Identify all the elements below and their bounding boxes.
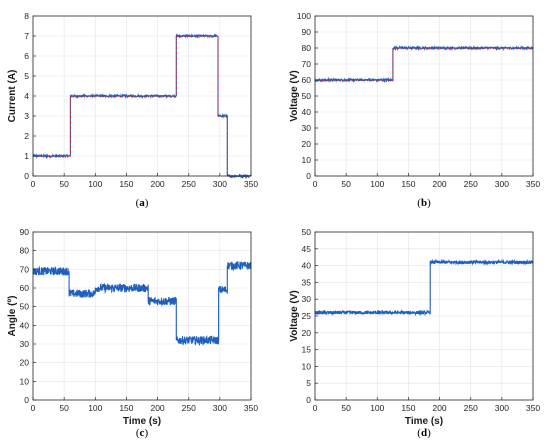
x-tick-label: 50	[341, 179, 351, 189]
chart-panel-1: 0 50 100 150 200 250 300 350 0 10 20 30 40 50 60 70 80 90…	[289, 11, 540, 209]
y-tick-label: 50	[302, 227, 312, 237]
y-tick-label: 20	[302, 139, 312, 149]
x-tick-label: 250	[182, 179, 196, 189]
x-axis-label: Time (s)	[123, 416, 161, 427]
y-tick-label: 5	[306, 378, 311, 388]
y-tick-label: 4	[24, 91, 29, 101]
x-tick-label: 50	[341, 403, 351, 413]
series-line-measured	[32, 33, 252, 179]
y-tick-label: 7	[24, 31, 29, 41]
x-tick-label: 0	[313, 179, 318, 189]
y-tick-label: 60	[302, 75, 312, 85]
y-tick-label: 5	[24, 71, 29, 81]
x-tick-label: 0	[313, 403, 318, 413]
y-tick-label: 1	[24, 151, 29, 161]
x-tick-label: 300	[213, 403, 227, 413]
panel-caption: (d)	[417, 427, 431, 439]
y-tick-label: 45	[302, 244, 312, 254]
x-tick-label: 150	[119, 179, 133, 189]
x-tick-label: 250	[464, 403, 478, 413]
panel-caption: (b)	[417, 197, 431, 209]
series-line-measured	[32, 261, 252, 347]
y-tick-label: 8	[24, 11, 29, 21]
y-tick-label: 90	[302, 27, 312, 37]
y-tick-label: 100	[297, 11, 311, 21]
y-tick-label: 40	[302, 261, 312, 271]
panel-caption: (a)	[136, 197, 149, 209]
x-tick-label: 300	[495, 179, 509, 189]
x-tick-label: 200	[432, 179, 446, 189]
x-tick-label: 100	[370, 179, 384, 189]
y-tick-label: 35	[302, 277, 312, 287]
plot-area	[33, 232, 251, 400]
y-tick-label: 25	[302, 311, 312, 321]
series-line-measured	[314, 258, 534, 317]
chart-panel-0: 0 50 100 150 200 250 300 350 0 1 2 3 4 5 6 7 8 Current (A…	[7, 11, 258, 209]
x-tick-label: 100	[370, 403, 384, 413]
y-tick-label: 15	[302, 345, 312, 355]
y-tick-label: 30	[302, 294, 312, 304]
x-tick-label: 350	[526, 403, 540, 413]
y-tick-label: 0	[24, 171, 29, 181]
y-tick-label: 3	[24, 111, 29, 121]
x-tick-label: 150	[119, 403, 133, 413]
x-tick-label: 350	[244, 403, 258, 413]
y-tick-label: 30	[302, 123, 312, 133]
x-tick-label: 50	[59, 179, 69, 189]
x-tick-label: 200	[432, 403, 446, 413]
y-tick-label: 40	[302, 107, 312, 117]
chart-panel-3: 0 50 100 150 200 250 300 350 0 5 10 15 20 25 30 35 40 45 5…	[289, 227, 540, 439]
y-tick-label: 2	[24, 131, 29, 141]
chart-panel-2: 0 50 100 150 200 250 300 350 0 10 20 30 40 50 60 70 80 90…	[7, 227, 258, 439]
x-tick-label: 300	[495, 403, 509, 413]
y-tick-label: 50	[302, 91, 312, 101]
y-tick-label: 6	[24, 51, 29, 61]
y-tick-label: 40	[20, 320, 30, 330]
y-tick-label: 10	[20, 376, 30, 386]
series-line-measured	[314, 44, 534, 84]
x-tick-label: 300	[213, 179, 227, 189]
y-axis-label: Angle (º)	[7, 296, 18, 337]
x-tick-label: 150	[401, 403, 415, 413]
x-tick-label: 250	[464, 179, 478, 189]
y-tick-label: 70	[20, 264, 30, 274]
axes-box	[32, 231, 252, 401]
series-line-reference	[33, 35, 251, 177]
x-tick-label: 0	[31, 179, 36, 189]
x-tick-label: 100	[88, 403, 102, 413]
x-tick-label: 350	[244, 179, 258, 189]
x-tick-label: 200	[150, 179, 164, 189]
y-tick-label: 90	[20, 227, 30, 237]
y-tick-label: 60	[20, 283, 30, 293]
y-axis-label: Voltage (V)	[289, 70, 300, 121]
x-tick-label: 350	[526, 179, 540, 189]
y-tick-label: 10	[302, 155, 312, 165]
y-tick-label: 10	[302, 361, 312, 371]
x-axis-label: Time (s)	[405, 416, 443, 427]
y-tick-label: 0	[306, 171, 311, 181]
x-tick-label: 150	[401, 179, 415, 189]
panel-caption: (c)	[136, 427, 149, 439]
y-axis-label: Current (A)	[7, 70, 18, 123]
x-tick-label: 50	[59, 403, 69, 413]
y-tick-label: 0	[306, 395, 311, 405]
y-tick-label: 30	[20, 339, 30, 349]
x-tick-label: 250	[182, 403, 196, 413]
y-tick-label: 50	[20, 302, 30, 312]
y-tick-label: 20	[20, 358, 30, 368]
y-axis-label: Voltage (V)	[289, 290, 300, 341]
y-tick-label: 0	[24, 395, 29, 405]
x-tick-label: 200	[150, 403, 164, 413]
x-tick-label: 0	[31, 403, 36, 413]
y-tick-label: 80	[302, 43, 312, 53]
y-tick-label: 80	[20, 246, 30, 256]
x-tick-label: 100	[88, 179, 102, 189]
y-tick-label: 70	[302, 59, 312, 69]
y-tick-label: 20	[302, 328, 312, 338]
